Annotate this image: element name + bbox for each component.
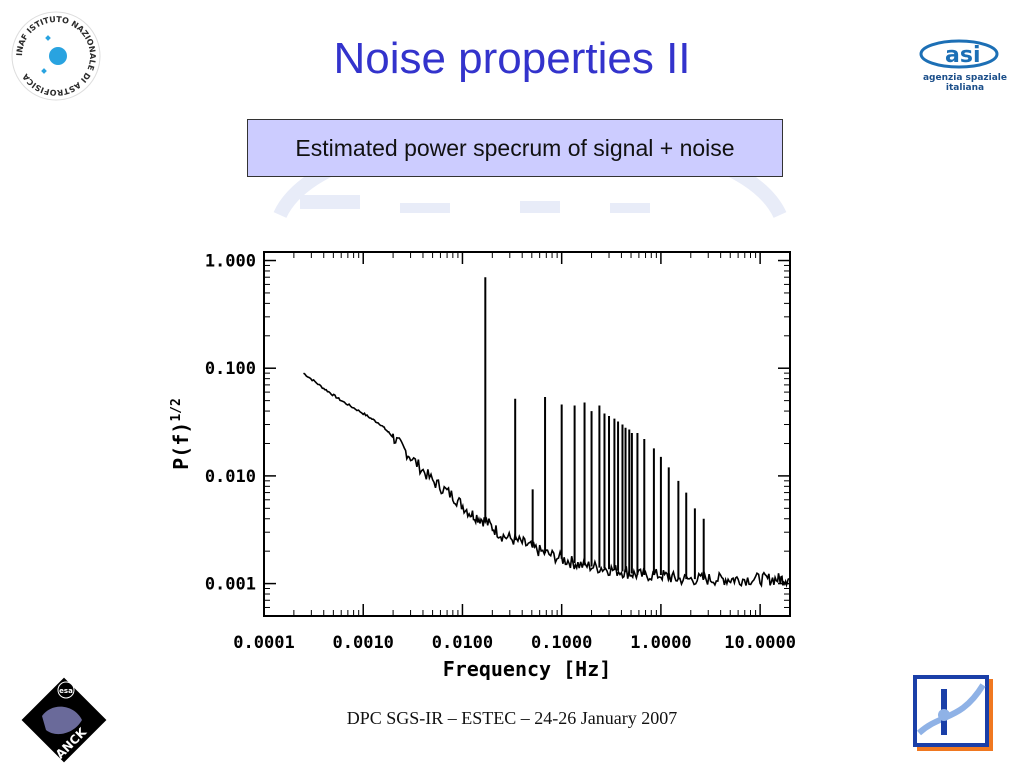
x-axis-label: Frequency [Hz] bbox=[443, 657, 612, 681]
planck-logo: esa PLANCK bbox=[21, 677, 107, 768]
asi-line2: italiana bbox=[946, 83, 984, 93]
y-axis-label: P(f)1/2 bbox=[169, 398, 193, 470]
caption-box: Estimated power specrum of signal + nois… bbox=[247, 119, 783, 177]
y-tick-label: 1.000 bbox=[205, 252, 256, 272]
esa-badge-icon bbox=[57, 681, 75, 699]
series-line bbox=[303, 372, 790, 588]
plot-frame bbox=[263, 251, 791, 617]
slide-footer: DPC SGS-IR – ESTEC – 24-26 January 2007 bbox=[346, 708, 678, 728]
asi-logo: asi agenzia spaziale italiana bbox=[919, 39, 1007, 93]
x-tick-label: 0.0001 bbox=[233, 633, 294, 653]
x-tick-label: 10.0000 bbox=[724, 633, 796, 653]
y-tick-label: 0.100 bbox=[205, 359, 256, 379]
slide-title: Noise properties II bbox=[333, 34, 691, 83]
x-tick-label: 1.0000 bbox=[630, 633, 691, 653]
asi-line1: agenzia spaziale bbox=[923, 73, 1007, 83]
y-axis-label-exponent: 1/2 bbox=[169, 398, 184, 421]
inaf-logo: INAF ISTITUTO NAZIONALE DI ASTROFISICA bbox=[11, 11, 101, 101]
x-tick-label: 0.1000 bbox=[531, 633, 592, 653]
inaf-dot-icon bbox=[49, 47, 67, 65]
y-tick-label: 0.001 bbox=[205, 575, 256, 595]
fi-logo bbox=[913, 675, 993, 751]
caption-text: Estimated power specrum of signal + nois… bbox=[295, 134, 735, 161]
asi-mark: asi bbox=[945, 43, 980, 68]
y-axis-label-base: P(f) bbox=[169, 422, 193, 470]
power-spectrum-chart: 0.0001 0.0010 0.0100 0.1000 1.0000 10.0000 0.0… bbox=[169, 251, 796, 681]
esa-badge: esa bbox=[59, 687, 73, 695]
x-tick-label: 0.0010 bbox=[333, 633, 394, 653]
x-tick-label: 0.0100 bbox=[432, 633, 493, 653]
y-tick-label: 0.010 bbox=[205, 467, 256, 487]
